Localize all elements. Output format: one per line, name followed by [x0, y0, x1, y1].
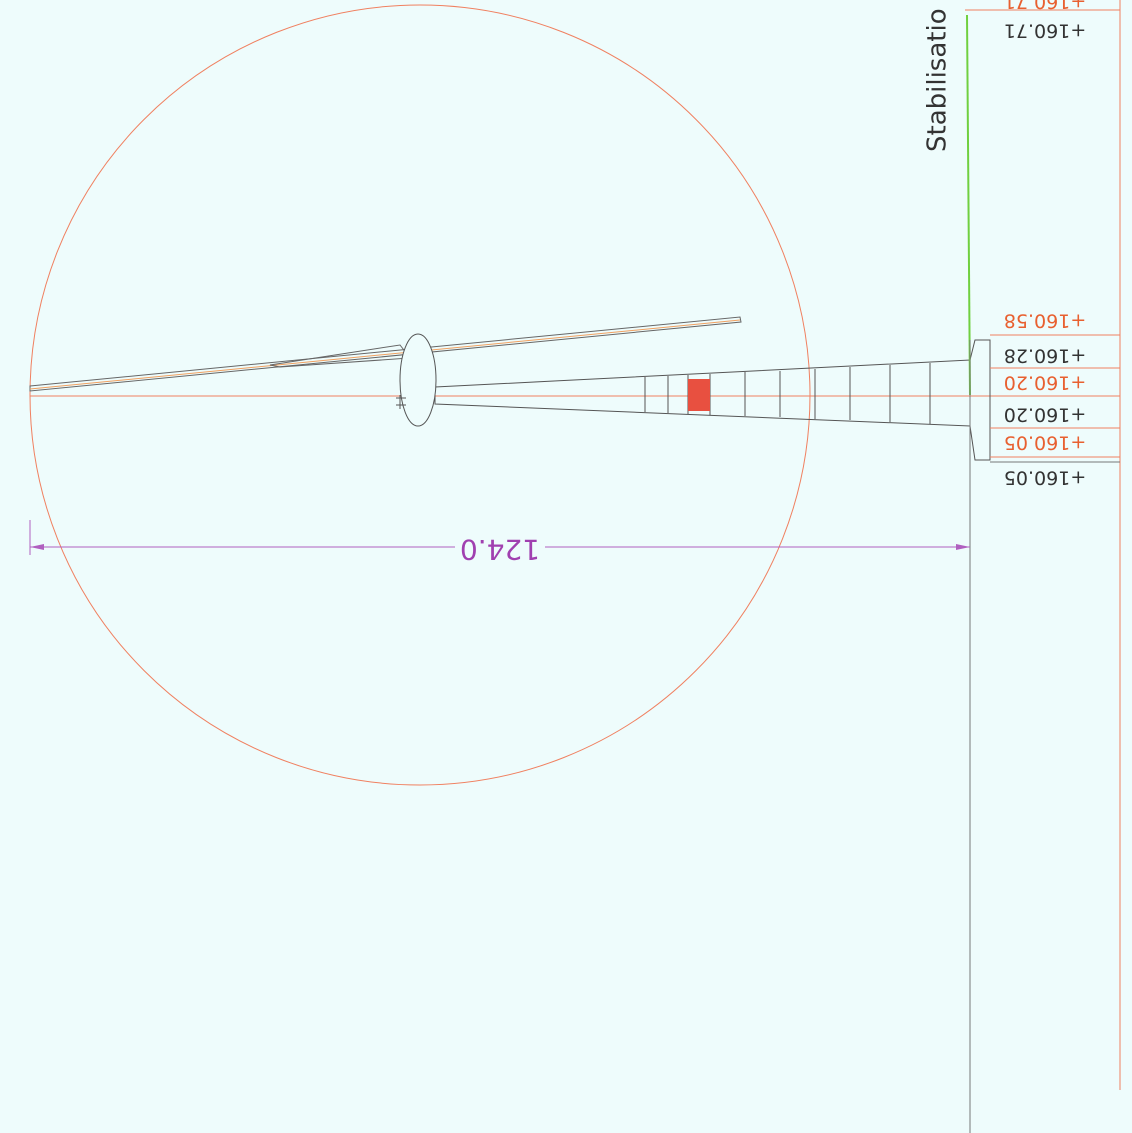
level-label: +160.28 — [1004, 345, 1086, 367]
blade — [29, 316, 742, 392]
level-label: +160.05 — [1004, 467, 1086, 489]
level-label: +160.71 — [1004, 20, 1086, 42]
hub — [399, 333, 437, 427]
base-flange — [969, 339, 991, 461]
dimension-bg — [455, 532, 545, 562]
level-label: +160.05 — [1004, 432, 1086, 454]
green-line — [966, 14, 971, 396]
level-label: +160.71 — [1004, 0, 1086, 13]
hub-detail — [396, 395, 406, 409]
highlight-segment — [688, 379, 710, 411]
rotor-circle — [29, 4, 811, 786]
level-label: +160.20 — [1004, 372, 1086, 394]
level-label: +160.58 — [1004, 310, 1086, 332]
blade-axis — [29, 319, 741, 390]
level-label: +160.20 — [1004, 404, 1086, 426]
dimension-label: 124.0 — [460, 533, 540, 566]
table-lines — [965, 9, 1120, 463]
level-labels: +160.71 +160.71 +160.58 +160.28 +160.20 +160.… — [1004, 0, 1086, 489]
section-label: Stabilisatio — [923, 8, 953, 152]
